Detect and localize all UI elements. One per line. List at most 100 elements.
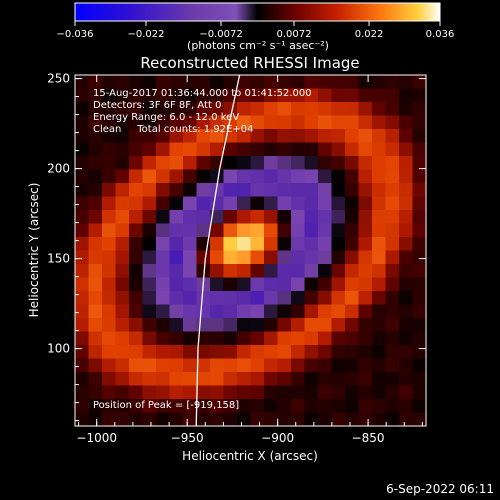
heatmap-cell xyxy=(358,412,373,426)
heatmap-cell xyxy=(385,156,400,171)
heatmap-cell xyxy=(277,399,292,414)
heatmap-cell xyxy=(102,399,117,414)
heatmap-cell xyxy=(264,88,279,103)
heatmap-cell xyxy=(331,399,346,414)
heatmap-cell xyxy=(223,412,238,426)
heatmap-cell xyxy=(115,196,130,211)
heatmap-cell xyxy=(88,223,103,238)
heatmap-cell xyxy=(331,318,346,333)
heatmap-cell xyxy=(183,412,198,426)
heatmap-cell xyxy=(318,277,333,292)
heatmap-cell xyxy=(102,223,117,238)
heatmap-cell xyxy=(358,142,373,157)
heatmap-cell xyxy=(412,142,426,157)
heatmap-cell xyxy=(88,345,103,360)
heatmap-cell xyxy=(129,196,144,211)
heatmap-cell xyxy=(399,88,414,103)
heatmap-cell xyxy=(385,196,400,211)
heatmap-cell xyxy=(169,102,184,117)
heatmap-cell xyxy=(264,304,279,319)
heatmap-cell xyxy=(358,156,373,171)
heatmap-cell xyxy=(102,345,117,360)
heatmap-cell xyxy=(223,331,238,346)
heatmap-cell xyxy=(88,412,103,426)
heatmap-cell xyxy=(345,129,360,144)
heatmap-cell xyxy=(156,358,171,373)
heatmap-cell xyxy=(88,88,103,103)
heatmap-cell xyxy=(210,304,225,319)
heatmap-cell xyxy=(183,156,198,171)
heatmap-cell xyxy=(142,385,157,400)
heatmap-cell xyxy=(318,399,333,414)
heatmap-cell xyxy=(75,223,90,238)
heatmap-cell xyxy=(385,223,400,238)
heatmap-cell xyxy=(412,385,426,400)
heatmap-cell xyxy=(75,264,90,279)
heatmap-cell xyxy=(237,264,252,279)
heatmap-cell xyxy=(129,345,144,360)
heatmap-cell xyxy=(358,196,373,211)
heatmap-cell xyxy=(129,331,144,346)
heatmap-cell xyxy=(277,291,292,306)
heatmap-cell xyxy=(277,156,292,171)
heatmap-cell xyxy=(385,412,400,426)
heatmap-cell xyxy=(412,250,426,265)
heatmap-cell xyxy=(75,142,90,157)
heatmap-cell xyxy=(345,169,360,184)
heatmap-cell xyxy=(223,277,238,292)
heatmap-cell xyxy=(358,169,373,184)
heatmap-cell xyxy=(196,412,211,426)
heatmap-cell xyxy=(304,142,319,157)
heatmap-cell xyxy=(129,277,144,292)
colorbar-tick-label: 0.022 xyxy=(355,29,384,40)
heatmap-cell xyxy=(385,250,400,265)
heatmap-cell xyxy=(264,223,279,238)
heatmap-cell xyxy=(331,88,346,103)
heatmap-cell xyxy=(129,385,144,400)
heatmap-cell xyxy=(102,304,117,319)
heatmap-cell xyxy=(358,385,373,400)
heatmap-cell xyxy=(264,129,279,144)
heatmap-cell xyxy=(210,358,225,373)
heatmap-cell xyxy=(183,102,198,117)
heatmap-cell xyxy=(237,196,252,211)
heatmap-cell xyxy=(142,304,157,319)
heatmap-cell xyxy=(88,196,103,211)
heatmap-cell xyxy=(345,318,360,333)
heatmap-cell xyxy=(129,304,144,319)
heatmap-cell xyxy=(102,129,117,144)
heatmap-cell xyxy=(223,264,238,279)
heatmap-cell xyxy=(183,358,198,373)
heatmap-cell xyxy=(237,385,252,400)
heatmap-cell xyxy=(75,88,90,103)
heatmap-cell xyxy=(331,237,346,252)
heatmap-cell xyxy=(115,223,130,238)
heatmap-cell xyxy=(102,264,117,279)
heatmap-cell xyxy=(250,291,265,306)
heatmap-cell xyxy=(237,250,252,265)
heatmap-cell xyxy=(264,318,279,333)
heatmap-cell xyxy=(75,129,90,144)
heatmap-cell xyxy=(88,385,103,400)
heatmap-cell xyxy=(358,372,373,387)
heatmap-cell xyxy=(385,129,400,144)
heatmap-cell xyxy=(358,183,373,198)
heatmap-cell xyxy=(210,183,225,198)
heatmap-cell xyxy=(196,183,211,198)
heatmap-cell xyxy=(412,277,426,292)
heatmap-cell xyxy=(291,304,306,319)
heatmap-cell xyxy=(102,331,117,346)
heatmap-cell xyxy=(291,129,306,144)
heatmap-cell xyxy=(129,318,144,333)
heatmap-cell xyxy=(183,277,198,292)
heatmap-cell xyxy=(115,277,130,292)
heatmap-cell xyxy=(115,264,130,279)
heatmap-cell xyxy=(88,210,103,225)
heatmap-cell xyxy=(115,345,130,360)
heatmap-cell xyxy=(304,75,319,90)
heatmap-cell xyxy=(129,102,144,117)
heatmap-cell xyxy=(345,75,360,90)
heatmap-cell xyxy=(210,237,225,252)
heatmap-cell xyxy=(169,264,184,279)
heatmap-cell xyxy=(399,331,414,346)
